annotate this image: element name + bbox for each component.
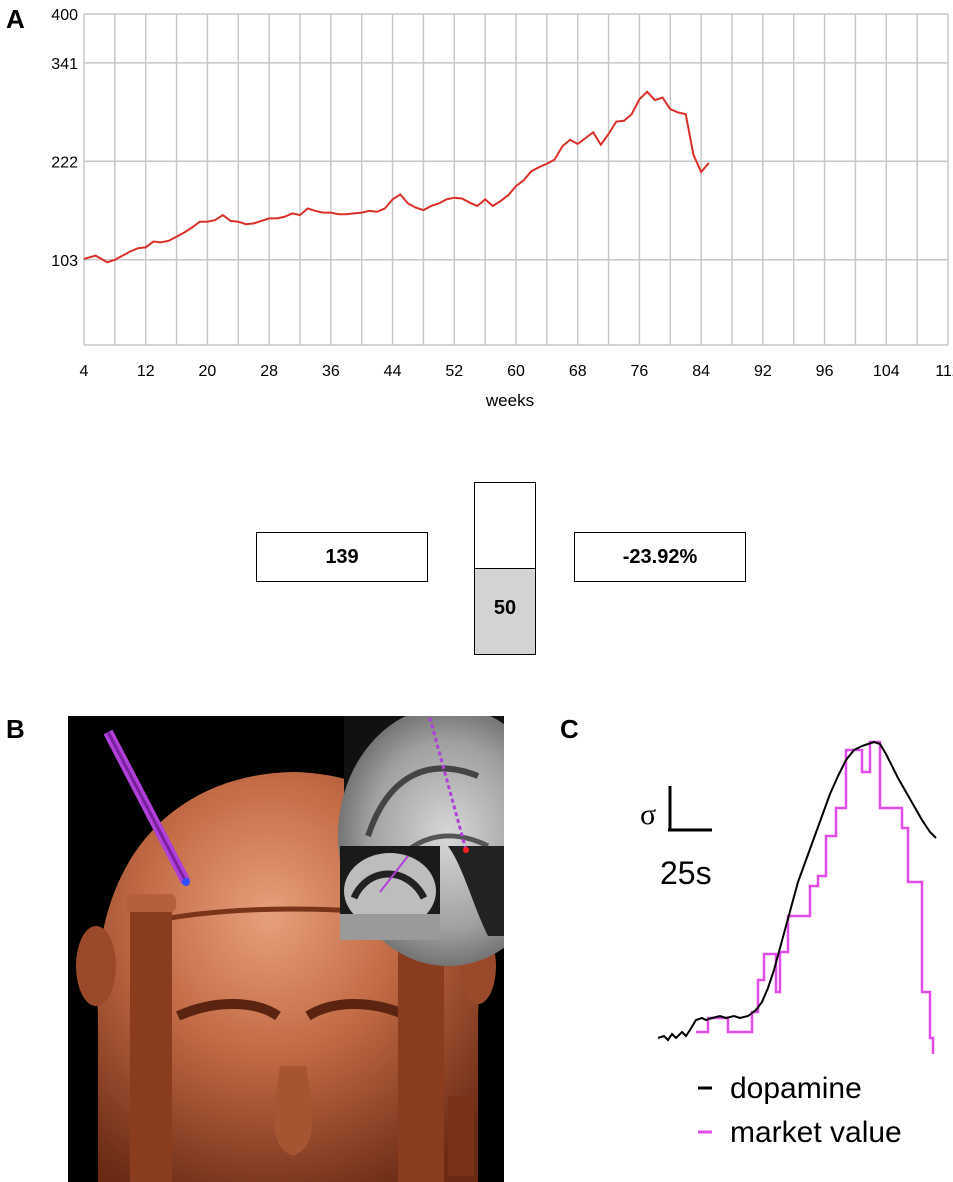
x-tick-label: 44 bbox=[384, 363, 402, 380]
x-tick-label: 76 bbox=[631, 363, 649, 380]
level-gauge-label: 50 bbox=[493, 597, 517, 619]
left-value-box: 139 bbox=[256, 532, 428, 582]
x-tick-label: 112 bbox=[935, 363, 953, 380]
panel-label-b: B bbox=[6, 714, 25, 744]
x-tick-label: 12 bbox=[137, 363, 155, 380]
probe-track bbox=[103, 729, 191, 886]
x-tick-labels: 4 12 20 28 36 44 52 60 68 76 84 92 96 104 112 bbox=[80, 363, 953, 380]
x-axis-label: weeks bbox=[485, 391, 534, 410]
y-tick-label: 222 bbox=[51, 154, 78, 171]
right-value: -23.92% bbox=[622, 545, 698, 568]
y-tick-label: 341 bbox=[51, 56, 78, 73]
x-tick-label: 20 bbox=[199, 363, 217, 380]
y-tick-labels: 103 222 341 400 bbox=[51, 7, 78, 270]
x-tick-label: 60 bbox=[507, 363, 525, 380]
y-gridlines bbox=[84, 13, 948, 346]
x-tick-label: 28 bbox=[260, 363, 278, 380]
market-line-chart: 4 12 20 28 36 44 52 60 68 76 84 92 96 104 112 103 222 34… bbox=[51, 7, 953, 410]
y-tick-label: 400 bbox=[51, 7, 78, 24]
legend-dopamine-label: dopamine bbox=[730, 1072, 862, 1105]
x-gridlines bbox=[83, 14, 949, 345]
level-gauge-fill bbox=[475, 567, 535, 654]
market-value-trace bbox=[696, 740, 935, 1054]
panel-label-c: C bbox=[560, 714, 579, 744]
head-mri-image bbox=[68, 716, 504, 1182]
level-gauge: 50 bbox=[474, 482, 536, 655]
series-line bbox=[83, 90, 710, 264]
dopamine-trace bbox=[657, 740, 937, 1042]
time-scale-label: 25s bbox=[660, 855, 712, 891]
x-tick-label: 52 bbox=[445, 363, 463, 380]
mri-sagittal-inset bbox=[340, 846, 440, 940]
x-tick-label: 84 bbox=[692, 363, 710, 380]
x-tick-label: 96 bbox=[816, 363, 834, 380]
legend: dopamine market value bbox=[698, 1072, 902, 1149]
right-value-box: -23.92% bbox=[574, 532, 746, 582]
y-tick-label: 103 bbox=[51, 253, 78, 270]
x-tick-label: 68 bbox=[569, 363, 587, 380]
x-tick-label: 4 bbox=[80, 363, 89, 380]
x-tick-label: 104 bbox=[873, 363, 900, 380]
legend-market-label: market value bbox=[730, 1116, 902, 1149]
dopamine-market-plot: σ 25s dopamine market value bbox=[640, 740, 937, 1149]
x-tick-label: 92 bbox=[754, 363, 772, 380]
left-value: 139 bbox=[325, 545, 359, 568]
sigma-label: σ bbox=[640, 798, 656, 831]
x-tick-label: 36 bbox=[322, 363, 340, 380]
panel-label-a: A bbox=[6, 4, 25, 34]
